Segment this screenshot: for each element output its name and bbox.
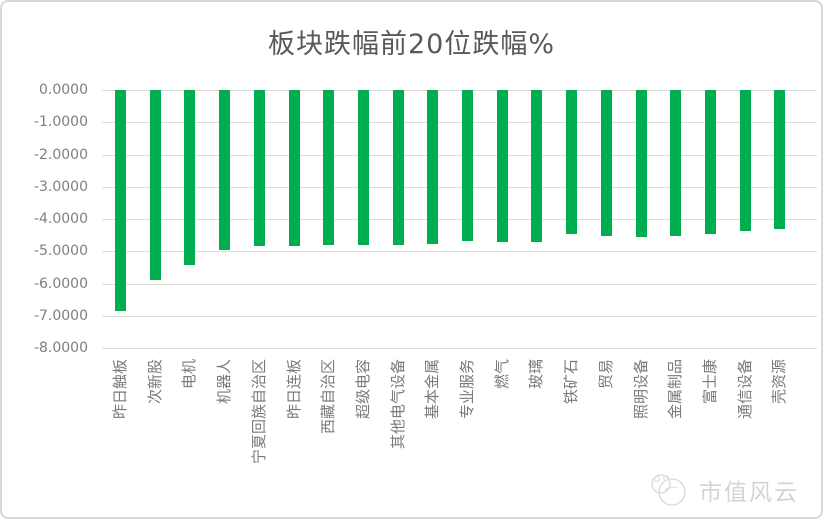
x-axis-category-label: 通信设备 (735, 359, 754, 420)
x-axis-category-label: 专业服务 (458, 359, 476, 420)
gridline (102, 315, 817, 317)
gridline (102, 186, 817, 188)
y-axis-tick-label: -1.0000 (33, 114, 88, 131)
bar-铁矿石 (566, 90, 578, 234)
bar-金属制品 (670, 90, 682, 237)
bar-超级电容 (357, 90, 369, 246)
bar-照明设备 (635, 90, 647, 238)
bar-贸易 (600, 90, 612, 237)
gridline (102, 90, 817, 91)
bar-次新股 (149, 90, 161, 281)
gridline (102, 122, 817, 124)
gridline (102, 348, 817, 349)
x-axis-category-label: 西藏自治区 (319, 359, 338, 435)
x-axis-category-label: 其他电气设备 (388, 359, 407, 450)
watermark-panda-logo-icon (651, 474, 686, 506)
bar-机器人 (219, 90, 231, 251)
bar-宁夏回族自治区 (253, 90, 265, 247)
y-axis-tick-label: -5.0000 (33, 243, 88, 260)
x-axis-category-label: 贸易 (596, 359, 615, 390)
x-axis-category-label: 电机 (180, 359, 199, 390)
x-axis-category-label: 次新股 (145, 359, 164, 405)
bar-专业服务 (462, 90, 473, 241)
y-axis-tick-label: -7.0000 (33, 307, 88, 324)
bar-昨日连板 (288, 90, 300, 247)
x-axis-category-label: 金属制品 (666, 359, 685, 420)
bar-富士康 (704, 90, 716, 234)
bar-西藏自治区 (323, 90, 335, 246)
y-axis-tick-label: -3.0000 (33, 178, 88, 195)
y-axis-tick-label: -6.0000 (33, 275, 88, 292)
x-axis-category-label: 基本金属 (423, 359, 442, 420)
gridline (102, 283, 817, 285)
bar-玻璃 (531, 90, 543, 242)
x-axis-category-label: 超级电容 (353, 359, 372, 420)
x-axis-category-label: 玻璃 (527, 359, 546, 390)
y-axis-tick-label: -4.0000 (33, 211, 88, 227)
watermark-label: 市值风云 (699, 480, 799, 506)
x-axis-category-label: 宁夏回族自治区 (249, 359, 268, 465)
x-axis-category-label: 壳资源 (770, 359, 789, 405)
y-axis-tick-label: -2.0000 (33, 146, 88, 163)
x-axis-category-label: 昨日连板 (284, 359, 303, 420)
x-axis-category-label: 铁矿石 (562, 359, 581, 405)
bar-燃气 (496, 90, 508, 243)
bar-昨日触板 (115, 90, 126, 311)
gridline (102, 251, 817, 253)
x-axis-category-label: 机器人 (215, 359, 234, 405)
x-axis-category-label: 富士康 (700, 359, 719, 405)
gridline (102, 219, 817, 220)
bar-电机 (184, 90, 196, 266)
watermark: 市值风云 (645, 470, 799, 510)
gridline (102, 154, 817, 156)
y-axis-tick-label: 0.0000 (39, 82, 88, 98)
y-axis-tick-label: -8.0000 (33, 340, 88, 356)
chart-title: 板块跌幅前20位跌幅% (267, 29, 555, 60)
x-axis-category-label: 燃气 (492, 359, 511, 390)
bar-基本金属 (427, 90, 439, 244)
x-axis-category-label: 照明设备 (631, 359, 650, 420)
bar-通信设备 (739, 90, 751, 231)
bar-壳资源 (774, 90, 786, 229)
bar-其他电气设备 (392, 90, 404, 245)
x-axis-category-label: 昨日触板 (111, 359, 129, 420)
